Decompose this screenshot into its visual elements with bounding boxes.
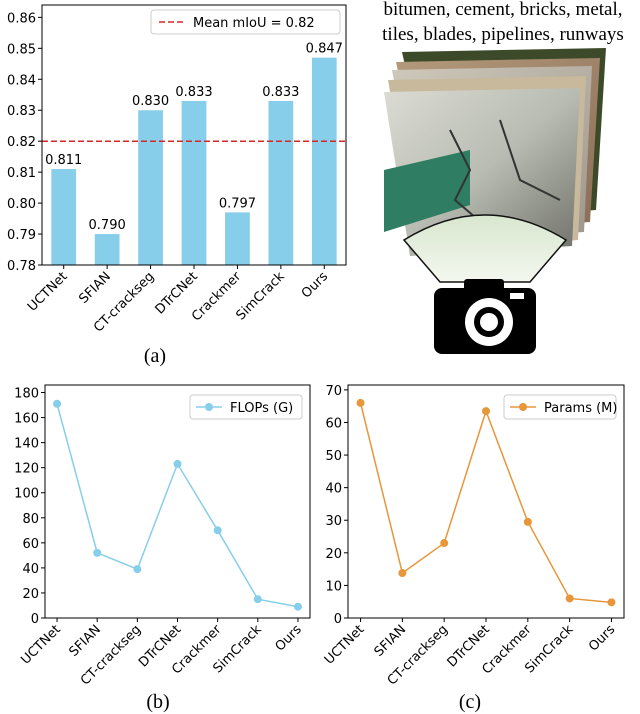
x-tick-label: UCTNet [322, 622, 368, 668]
value-label: 0.833 [175, 85, 212, 100]
y-tick-label: 0.84 [7, 73, 36, 88]
bar [311, 57, 337, 265]
bar [51, 169, 77, 265]
x-tick-label: UCTNet [25, 269, 71, 315]
value-label: 0.847 [306, 42, 343, 57]
x-tick-label: UCTNet [18, 622, 64, 668]
illustration-text: bitumen, cement, bricks, metal, [383, 0, 622, 20]
marker [565, 594, 574, 603]
x-tick-label: SFIAN [66, 622, 104, 660]
pipe [384, 150, 470, 232]
y-tick-label: 120 [14, 462, 39, 477]
legend-box [189, 394, 303, 420]
y-tick-label: 20 [325, 547, 342, 562]
y-tick-label: 0 [334, 612, 342, 627]
bar [225, 212, 250, 265]
y-tick-label: 140 [14, 437, 39, 452]
marker [213, 526, 222, 535]
marker [607, 598, 616, 607]
y-tick-label: 0.85 [7, 42, 36, 57]
line [359, 402, 612, 604]
y-tick-label: 0 [31, 612, 39, 627]
y-tick-label: 40 [325, 482, 342, 497]
y-tick-label: 0.86 [7, 11, 36, 26]
marker [93, 548, 102, 557]
caption: (c) [459, 691, 481, 713]
marker [133, 565, 142, 574]
legend-label: FLOPs (G) [230, 401, 293, 416]
caption: (b) [146, 691, 169, 713]
y-tick-label: 0.82 [7, 135, 36, 150]
x-tick-label: SFIAN [372, 622, 410, 660]
plot-frame [347, 384, 625, 619]
value-label: 0.830 [132, 94, 169, 109]
marker [440, 539, 449, 548]
illustration-text: tiles, blades, pipelines, runways [382, 24, 624, 45]
marker [523, 517, 532, 526]
value-label: 0.811 [45, 153, 82, 168]
legend-box [503, 394, 617, 420]
value-label: 0.833 [262, 85, 299, 100]
x-tick-label: SimCrack [234, 269, 288, 323]
y-tick-label: 80 [22, 512, 39, 527]
legend-label: Mean mIoU = 0.82 [193, 16, 315, 31]
bar [268, 100, 294, 265]
x-tick-label: Ours [273, 622, 305, 654]
bar [181, 100, 207, 265]
y-tick-label: 180 [14, 387, 39, 402]
legend-box [150, 9, 341, 35]
plot-frame [44, 384, 311, 619]
plot-frame [41, 4, 347, 266]
x-tick-label: Ours [299, 269, 331, 301]
marker [398, 569, 407, 578]
y-tick-label: 160 [14, 412, 39, 427]
y-tick-label: 0.80 [7, 197, 36, 212]
bar [94, 234, 120, 265]
caption: (a) [144, 345, 166, 367]
camera-top [464, 279, 504, 293]
camera-flash [510, 293, 524, 299]
y-tick-label: 40 [22, 562, 39, 577]
y-tick-label: 60 [325, 416, 342, 431]
y-tick-label: 30 [325, 514, 342, 529]
y-tick-label: 0.79 [7, 228, 36, 243]
illustration: bitumen, cement, bricks, metal, tiles, b… [382, 0, 624, 354]
value-label: 0.790 [89, 218, 126, 233]
y-tick-label: 0.81 [7, 166, 36, 181]
marker [293, 602, 302, 611]
y-tick-label: 70 [325, 384, 342, 399]
value-label: 0.797 [219, 196, 256, 211]
y-tick-label: 10 [325, 579, 342, 594]
camera-lens [480, 313, 498, 331]
x-tick-label: SFIAN [76, 269, 114, 307]
marker [173, 459, 182, 468]
marker [253, 595, 262, 604]
bar [138, 110, 163, 265]
x-tick-label: Ours [586, 622, 618, 654]
y-tick-label: 20 [22, 587, 39, 602]
y-tick-label: 0.83 [7, 104, 36, 119]
y-tick-label: 50 [325, 449, 342, 464]
y-tick-label: 100 [14, 487, 39, 502]
legend-label: Params (M) [544, 401, 617, 416]
y-tick-label: 60 [22, 537, 39, 552]
marker [356, 398, 365, 407]
marker [53, 399, 62, 408]
marker [482, 407, 490, 416]
y-tick-label: 0.78 [7, 259, 36, 274]
line [56, 403, 299, 608]
camera-view [402, 214, 568, 283]
legend-swatch [205, 403, 213, 411]
legend-swatch [519, 403, 527, 411]
